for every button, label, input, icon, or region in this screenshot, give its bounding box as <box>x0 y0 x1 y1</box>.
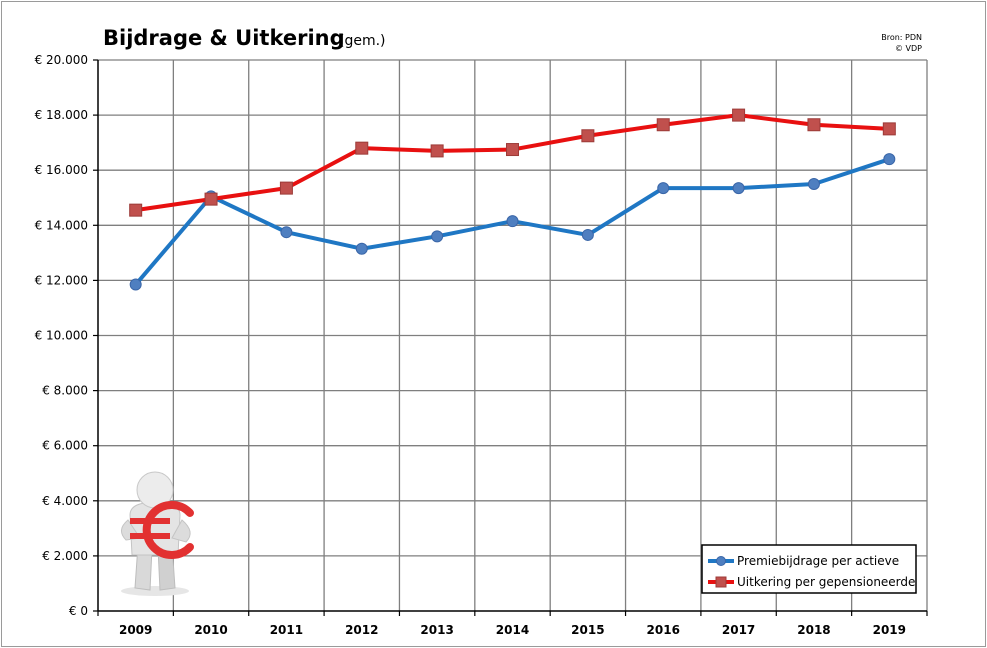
data-point <box>807 118 821 132</box>
y-tick-label: € 4.000 <box>42 494 88 508</box>
series-2 <box>129 108 896 217</box>
data-point <box>506 215 519 228</box>
copyright-label: © VDP <box>895 44 922 53</box>
legend-box <box>701 544 917 594</box>
data-point <box>355 141 369 155</box>
data-point <box>506 143 519 157</box>
data-point <box>882 122 896 136</box>
x-tick-label: 2019 <box>873 623 906 637</box>
data-point <box>279 181 293 195</box>
data-point <box>581 129 595 143</box>
x-tick-label: 2017 <box>722 623 755 637</box>
x-tick-label: 2009 <box>119 623 152 637</box>
source-label: Bron: PDN <box>881 33 922 42</box>
legend-marker <box>715 576 727 588</box>
data-point <box>732 108 746 122</box>
x-tick-label: 2012 <box>345 623 378 637</box>
legend-marker <box>716 556 726 566</box>
chart-title: Bijdrage & Uitkering <box>103 26 345 50</box>
data-point <box>656 118 670 132</box>
legend-label: Premiebijdrage per actieve <box>737 554 899 568</box>
data-point <box>129 278 142 291</box>
x-tick-label: 2015 <box>571 623 604 637</box>
data-point <box>280 226 293 239</box>
data-point <box>807 177 820 190</box>
x-tick-label: 2018 <box>797 623 830 637</box>
chart-subtitle: (gem.) <box>339 33 386 49</box>
data-point <box>431 230 444 243</box>
data-point <box>430 144 444 158</box>
y-tick-label: € 6.000 <box>42 439 88 453</box>
data-point <box>204 192 218 206</box>
x-tick-label: 2014 <box>496 623 529 637</box>
y-tick-label: € 0 <box>69 604 88 618</box>
x-axis-tick-labels: 2009 2010 2011 2012 2013 2014 2015 2016 2017 2018… <box>119 623 906 637</box>
x-tick-label: 2013 <box>420 623 453 637</box>
y-tick-label: € 8.000 <box>42 384 88 398</box>
person-holding-euro-sign-icon <box>121 471 194 596</box>
y-tick-label: € 2.000 <box>42 549 88 563</box>
data-point <box>657 182 670 195</box>
legend-item: Uitkering per gepensioneerde <box>708 575 915 589</box>
legend: Premiebijdrage per actieve Uitkering per … <box>701 544 917 594</box>
x-tick-label: 2011 <box>270 623 303 637</box>
data-point <box>355 242 368 255</box>
legend-item: Premiebijdrage per actieve <box>708 554 899 568</box>
y-tick-label: € 12.000 <box>35 273 88 287</box>
y-tick-label: € 18.000 <box>35 108 88 122</box>
y-tick-label: € 16.000 <box>35 163 88 177</box>
data-point <box>129 203 143 217</box>
x-tick-label: 2016 <box>647 623 680 637</box>
data-point <box>883 153 896 166</box>
legend-label: Uitkering per gepensioneerde <box>737 575 915 589</box>
axes <box>93 59 928 616</box>
data-point <box>732 182 745 195</box>
x-tick-label: 2010 <box>194 623 227 637</box>
y-axis-tick-labels: € 0 € 2.000 € 4.000 € 6.000 € 8.000 € 10.000 €… <box>35 53 88 618</box>
data-point <box>581 228 594 241</box>
y-tick-label: € 10.000 <box>35 329 88 343</box>
y-tick-label: € 20.000 <box>35 53 88 67</box>
series-layer <box>129 108 896 291</box>
y-tick-label: € 14.000 <box>35 218 88 232</box>
